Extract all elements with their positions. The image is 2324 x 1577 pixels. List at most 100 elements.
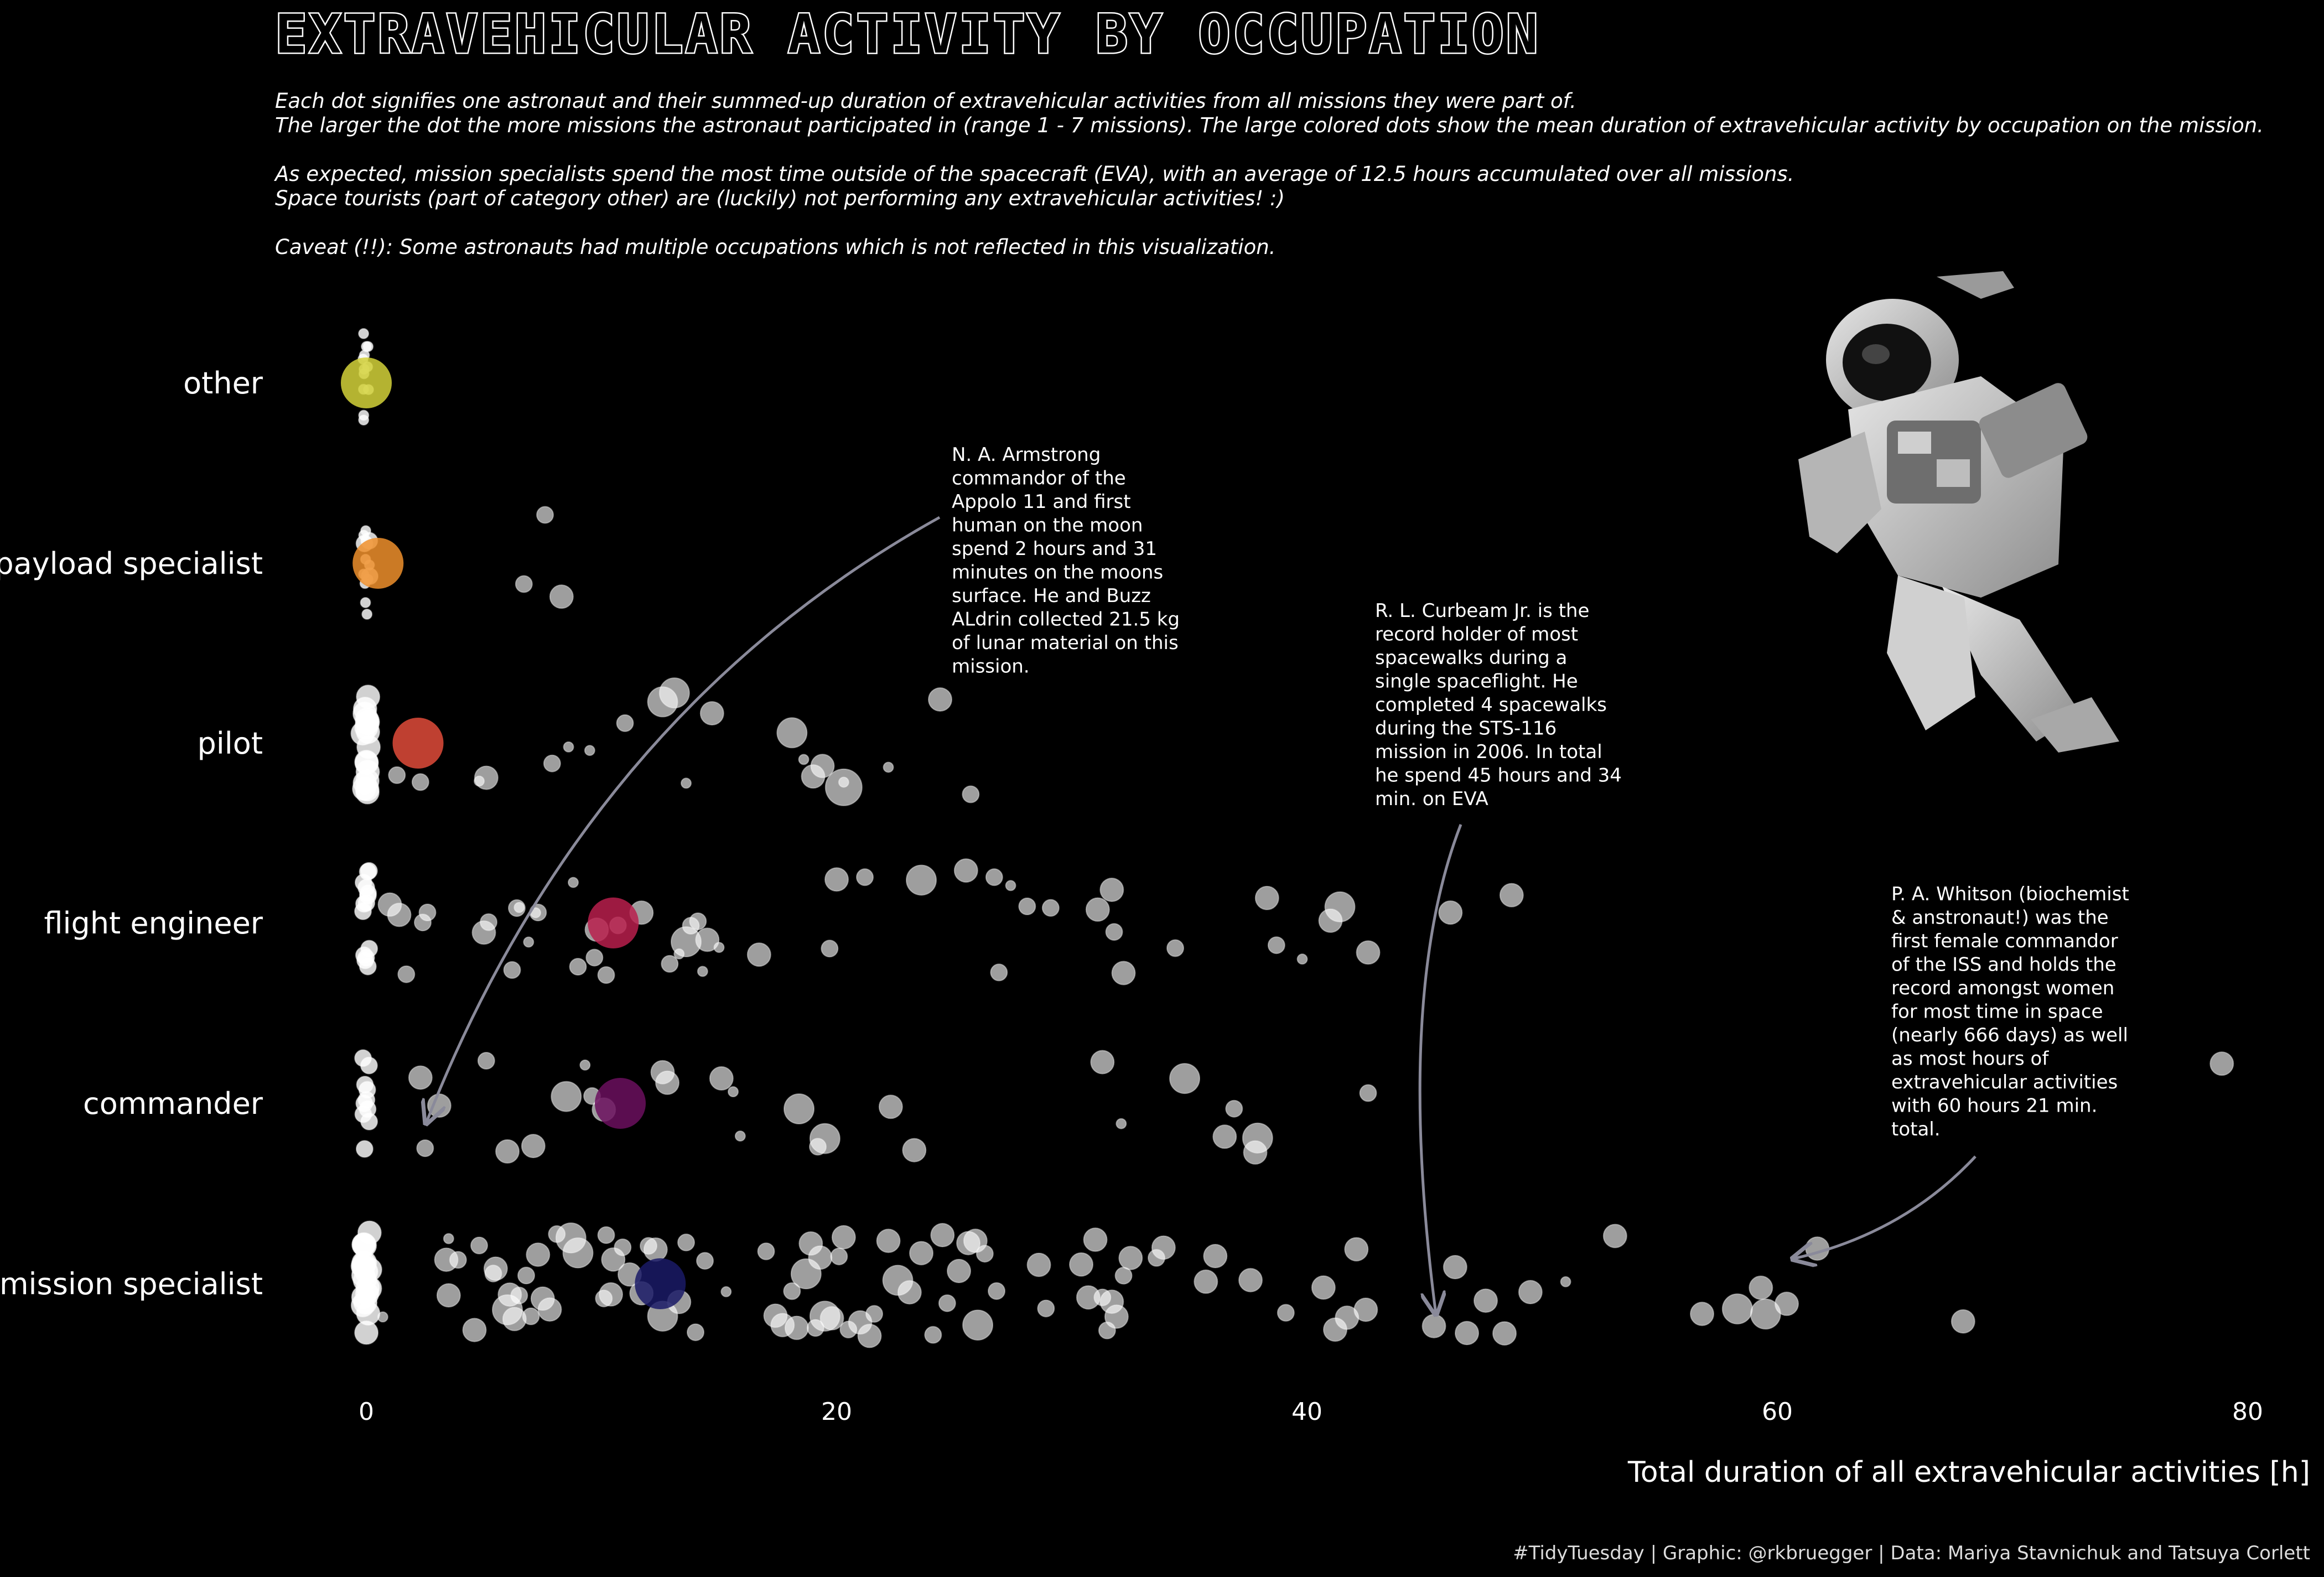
annotation-line: during the STS-116	[1375, 718, 1557, 740]
astronaut-point	[1238, 1268, 1263, 1293]
astronaut-point	[1151, 1235, 1176, 1260]
chart-subtitle: Each dot signifies one astronaut and the…	[274, 89, 2264, 259]
astronaut-point	[1455, 1321, 1479, 1346]
astronaut-point	[358, 328, 370, 339]
astronaut-point	[1721, 1293, 1753, 1325]
astronaut-point	[808, 1245, 833, 1270]
astronaut-point	[579, 1059, 591, 1071]
annotation-line: ALdrin collected 21.5 kg	[952, 609, 1180, 631]
astronaut-point	[356, 951, 374, 969]
annotation-line: P. A. Whitson (biochemist	[1891, 883, 2129, 905]
astronaut-point	[537, 1297, 562, 1322]
astronaut-point	[1225, 1099, 1243, 1118]
astronaut-point	[388, 766, 406, 784]
astronaut-point	[411, 773, 429, 791]
astronaut-point	[924, 1326, 942, 1344]
x-tick-label: 60	[1762, 1398, 1793, 1426]
astronaut-point	[597, 1226, 615, 1244]
x-tick-label: 20	[821, 1398, 852, 1426]
curbeam-arrow	[1418, 824, 1462, 1314]
astronaut-point	[416, 1139, 434, 1158]
astronaut-point	[1277, 1304, 1295, 1322]
annotation-line: of the ISS and holds the	[1891, 954, 2116, 976]
astronaut-point	[563, 741, 574, 753]
astronaut-point	[1090, 1050, 1115, 1075]
whitson-annotation: P. A. Whitson (biochemist& anstronaut!) …	[1891, 883, 2129, 1140]
astronaut-point	[397, 965, 416, 983]
astronaut-point	[354, 1049, 372, 1067]
astronaut-point	[928, 687, 952, 712]
annotation-line: Appolo 11 and first	[952, 491, 1131, 513]
annotation-line: mission in 2006. In total	[1375, 741, 1602, 763]
astronaut-point	[699, 701, 724, 726]
mean-point	[635, 1258, 686, 1309]
astronaut-point	[821, 940, 839, 958]
astronaut-point	[695, 927, 720, 952]
annotation-line: & anstronaut!) was the	[1891, 907, 2109, 929]
astronaut-point	[1203, 1244, 1228, 1268]
mean-point	[341, 357, 392, 408]
astronaut-point	[614, 1238, 632, 1257]
astronaut-point	[643, 1237, 668, 1262]
annotation-line: surface. He and Buzz	[952, 585, 1151, 607]
astronaut-point	[1005, 880, 1016, 891]
x-tick-label: 80	[2232, 1398, 2263, 1426]
astronaut-point	[1750, 1298, 1781, 1330]
astronaut-point	[2209, 1051, 2234, 1076]
annotation-line: min. on EVA	[1375, 788, 1488, 810]
astronaut-point	[355, 759, 380, 784]
astronaut-point	[883, 761, 894, 773]
astronaut-point	[831, 1225, 856, 1249]
astronaut-point	[360, 597, 371, 608]
astronaut-point	[1518, 1280, 1543, 1305]
astronaut-point	[1344, 1237, 1369, 1262]
astronaut-point	[658, 677, 690, 709]
occupation-means	[341, 357, 686, 1309]
astronaut-point	[938, 1294, 956, 1313]
astronaut-point	[681, 777, 692, 789]
annotation-line: mission.	[952, 656, 1030, 678]
astronaut-point	[1492, 1321, 1517, 1346]
astronaut-point	[436, 1283, 461, 1308]
astronaut-point	[361, 609, 373, 620]
astronaut-point	[549, 584, 574, 609]
astronaut-point	[830, 1247, 848, 1265]
astronaut-point	[824, 768, 863, 806]
astronaut-point	[809, 1123, 841, 1154]
astronaut-point	[362, 341, 374, 352]
astronaut-point	[897, 1280, 922, 1305]
astronaut-point	[356, 735, 381, 760]
astronaut-point	[783, 1282, 801, 1300]
x-axis-title: Total duration of all extravehicular act…	[1627, 1456, 2310, 1489]
astronaut-point	[358, 409, 370, 421]
astronaut-point	[746, 942, 771, 967]
annotation-line: spacewalks during a	[1375, 647, 1567, 669]
astronaut-point	[687, 1323, 704, 1341]
astronaut-point	[1805, 1236, 1830, 1261]
astronaut-point	[962, 785, 980, 803]
astronaut-point	[513, 902, 525, 913]
astronaut-point	[418, 904, 437, 921]
astronaut-point	[526, 1242, 551, 1267]
annotation-line: completed 4 spacewalks	[1375, 694, 1607, 716]
astronaut-point	[1104, 1304, 1129, 1329]
subtitle-line: Each dot signifies one astronaut and the…	[275, 89, 1576, 113]
astronaut-point	[1116, 1118, 1127, 1129]
astronaut-point	[1099, 878, 1124, 902]
annotation-line: first female commandor	[1891, 930, 2118, 952]
astronaut-point	[810, 754, 835, 779]
astronaut-point	[865, 1305, 883, 1323]
astronaut-point	[930, 1223, 955, 1248]
astronaut-point	[562, 1237, 594, 1269]
astronaut-point	[902, 1138, 927, 1163]
astronaut-point	[474, 775, 485, 787]
astronaut-point	[585, 948, 604, 967]
astronaut-point	[354, 873, 372, 891]
category-label: pilot	[198, 726, 263, 761]
astronaut-point	[988, 1282, 1005, 1300]
astronaut-point	[709, 1066, 734, 1091]
astronaut-point	[354, 1259, 378, 1284]
astronaut-point	[878, 1094, 903, 1119]
astronaut-point	[876, 1228, 901, 1253]
